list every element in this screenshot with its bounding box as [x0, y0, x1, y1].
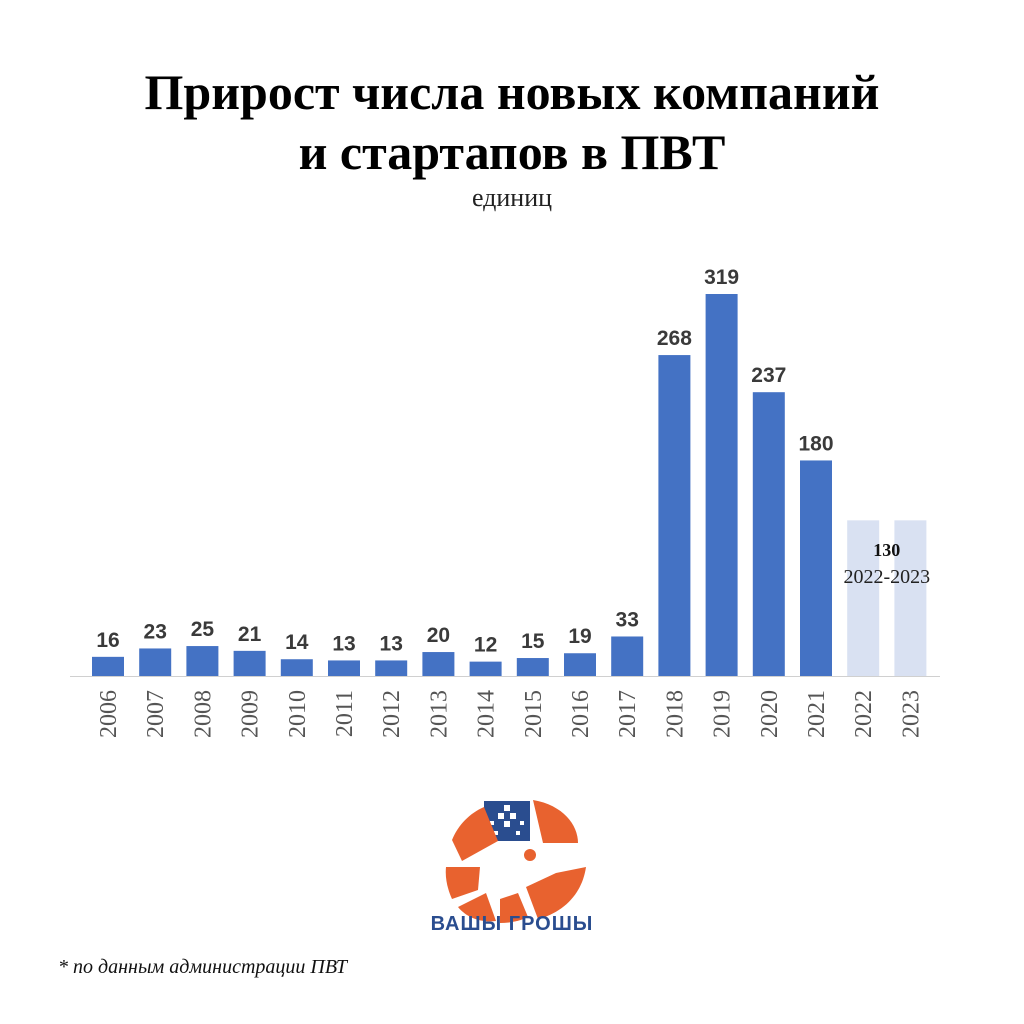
bar-2007: [139, 648, 172, 676]
tick-label-2014: 2014: [474, 690, 500, 738]
tick-label-2008: 2008: [190, 690, 216, 738]
bar-2009: [233, 650, 266, 676]
bar-2014: [469, 661, 502, 676]
logo-petals: [445, 800, 586, 923]
value-label-2019: 319: [704, 266, 739, 289]
tick-label-2020: 2020: [757, 690, 783, 738]
value-label-2016: 19: [568, 625, 591, 648]
footnote: * по данным администрации ПВТ: [58, 956, 348, 978]
tick-label-2018: 2018: [662, 690, 688, 738]
combined-period-label: 2022-2023: [843, 566, 930, 588]
value-label-2020: 237: [751, 364, 786, 387]
value-label-2007: 23: [144, 620, 167, 643]
brand-name-text: ВАШЫ ГРОШЫ: [430, 913, 594, 935]
value-label-2017: 33: [616, 608, 639, 631]
chart-subtitle: единиц: [471, 183, 553, 212]
value-label-2006: 16: [96, 629, 119, 652]
tick-label-2011: 2011: [332, 690, 358, 737]
bar-2010: [280, 659, 313, 676]
tick-label-2010: 2010: [285, 690, 311, 738]
tick-label-2007: 2007: [143, 690, 169, 738]
bar-2013: [422, 652, 455, 676]
bar-chart: 16 2006 23 2007 25 2008 21 2009 14 2010 13 2011 13 20…: [70, 266, 940, 738]
tick-label-2017: 2017: [615, 690, 641, 738]
tick-label-2023: 2023: [898, 690, 924, 738]
value-label-2008: 25: [191, 618, 215, 641]
bar-2022: [847, 520, 880, 676]
tick-label-2006: 2006: [96, 690, 122, 738]
bar-2011: [328, 660, 360, 676]
tick-label-2022: 2022: [851, 690, 877, 738]
tick-label-2012: 2012: [379, 690, 405, 738]
bar-2006: [92, 656, 124, 676]
bar-2018: [658, 355, 691, 676]
bar-2021: [800, 460, 832, 676]
bar-2012: [375, 660, 408, 676]
bar-2016: [564, 653, 596, 676]
title-line-1: Прирост числа новых компаний: [144, 64, 880, 120]
bar-2023: [894, 520, 927, 676]
tick-label-2019: 2019: [710, 690, 736, 738]
value-label-2013: 20: [427, 624, 450, 647]
tick-label-2016: 2016: [568, 690, 594, 738]
value-label-2014: 12: [474, 634, 497, 657]
bar-2019: [705, 294, 738, 676]
title-line-2: и стартапов в ПВТ: [298, 124, 726, 180]
value-label-2021: 180: [798, 432, 833, 455]
tick-label-2013: 2013: [426, 690, 452, 738]
bar-2008: [186, 646, 219, 676]
brand-logo: [445, 800, 586, 923]
value-label-2018: 268: [657, 327, 692, 350]
value-label-2015: 15: [521, 630, 545, 653]
tick-label-2015: 2015: [521, 690, 547, 738]
brand-name: ВАШЫ ГРОШЫ: [0, 913, 1024, 936]
chart-title: Прирост числа новых компаний и стартапов…: [0, 62, 1024, 182]
value-label-2011: 13: [332, 632, 355, 655]
tick-label-2021: 2021: [804, 690, 830, 738]
value-label-2010: 14: [285, 631, 309, 654]
bar-2020: [752, 392, 785, 676]
value-label-2012: 13: [380, 632, 403, 655]
value-label-2009: 21: [238, 623, 262, 646]
bar-2015: [516, 658, 549, 676]
tick-label-2009: 2009: [238, 690, 264, 738]
bar-2017: [611, 636, 644, 676]
combined-value-label: 130: [873, 540, 900, 560]
